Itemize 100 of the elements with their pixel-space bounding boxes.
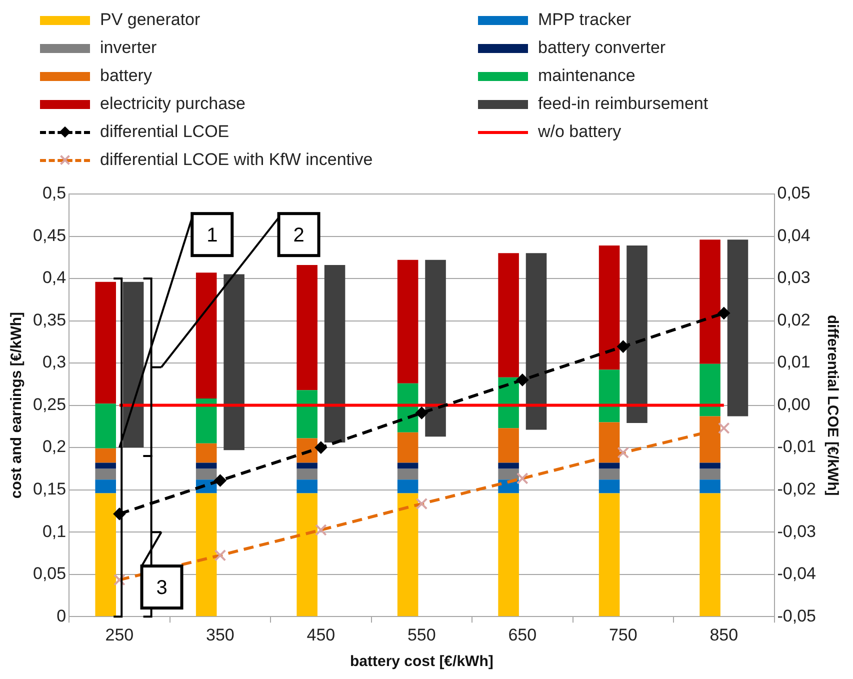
bar xyxy=(196,272,217,399)
bar xyxy=(296,480,318,494)
point xyxy=(617,340,630,353)
y2-tick-label: 0,00 xyxy=(777,394,810,414)
y-axis-title: cost and earnings [€/kWh] xyxy=(8,312,26,499)
legend-label: MPP tracker xyxy=(538,10,632,30)
bar xyxy=(397,480,418,494)
bar xyxy=(727,240,748,416)
y2-tick-label: 0,04 xyxy=(777,226,810,245)
bar xyxy=(95,480,116,494)
bar xyxy=(700,480,720,494)
bar xyxy=(296,462,318,469)
y2-tick-label: 0,01 xyxy=(777,352,810,372)
bar xyxy=(498,253,519,378)
y-tick-label: 0,3 xyxy=(42,352,66,372)
bar xyxy=(196,462,217,469)
bar xyxy=(626,246,648,424)
x-tick-label: 550 xyxy=(407,625,436,644)
y-tick-label: 0,35 xyxy=(32,310,66,330)
callout-box: 2 xyxy=(277,212,320,258)
bar xyxy=(598,246,620,370)
y2-tick-label: 0,03 xyxy=(777,268,810,288)
bar xyxy=(397,432,418,463)
point xyxy=(314,442,327,454)
y2-axis-title: differential LCOE [€/kWh] xyxy=(824,314,841,496)
bar xyxy=(598,468,620,480)
bar xyxy=(700,493,720,616)
point xyxy=(516,374,528,386)
x-tick-label: 650 xyxy=(508,625,537,644)
bar xyxy=(296,264,318,390)
legend-label: differential LCOE with KfW incentive xyxy=(100,150,373,170)
bar xyxy=(95,468,116,480)
x-tick-label: 350 xyxy=(206,625,234,644)
bar xyxy=(397,260,418,384)
legend-label: PV generator xyxy=(100,10,200,30)
bar xyxy=(296,468,318,480)
bar xyxy=(296,493,318,616)
bar xyxy=(397,468,418,480)
y2-tick-label: -0,03 xyxy=(777,522,816,541)
legend-label: inverter xyxy=(100,38,157,58)
x-tick-label: 750 xyxy=(608,625,638,644)
y-tick-label: 0,45 xyxy=(32,226,66,245)
legend-label: maintenance xyxy=(538,66,636,86)
bar xyxy=(598,462,620,469)
legend-label: electricity purchase xyxy=(100,94,246,114)
bar xyxy=(598,480,620,494)
annotation: 2 xyxy=(293,224,304,247)
bar xyxy=(397,493,418,616)
bar xyxy=(700,462,720,469)
bar xyxy=(498,468,519,480)
y-tick-label: 0,4 xyxy=(42,268,66,288)
bar xyxy=(498,493,519,616)
bar xyxy=(498,428,519,463)
x-axis-title: battery cost [€/kWh] xyxy=(350,653,494,670)
bar xyxy=(397,462,418,469)
legend-label: feed-in reimbursement xyxy=(538,94,708,114)
bar xyxy=(324,264,346,442)
y2-tick-label: -0,01 xyxy=(777,437,816,456)
y-tick-label: 0,2 xyxy=(42,437,66,456)
bar xyxy=(95,462,116,469)
bar xyxy=(700,468,720,480)
y2-tick-label: 0,05 xyxy=(777,184,810,203)
bar xyxy=(296,438,318,463)
bar xyxy=(196,443,217,463)
bar xyxy=(498,377,519,428)
y2-tick-label: -0,05 xyxy=(777,606,816,626)
annotation: 1 xyxy=(206,224,218,247)
y2-tick-label: -0,02 xyxy=(777,480,816,499)
bar xyxy=(95,404,116,448)
bar xyxy=(196,468,217,480)
point xyxy=(718,307,730,320)
bar xyxy=(95,448,116,463)
annotation: 3 xyxy=(156,577,168,600)
bar xyxy=(598,370,620,422)
y-tick-label: 0 xyxy=(56,606,66,626)
y-tick-label: 0,5 xyxy=(42,184,66,203)
y2-tick-label: 0,02 xyxy=(777,310,810,330)
bar xyxy=(526,253,547,430)
point xyxy=(416,406,428,419)
bar xyxy=(498,462,519,469)
bar xyxy=(700,364,720,416)
point xyxy=(214,474,226,487)
bar xyxy=(598,493,620,616)
x-tick-label: 250 xyxy=(105,625,134,644)
y2-tick-label: -0,04 xyxy=(777,564,816,584)
legend-label: differential LCOE xyxy=(100,122,230,142)
x-tick-label: 850 xyxy=(710,625,738,644)
legend-label: w/o battery xyxy=(538,122,622,142)
legend-label: battery converter xyxy=(538,38,666,58)
x-tick-label: 450 xyxy=(306,625,336,644)
bar xyxy=(224,274,244,450)
bar xyxy=(196,493,217,616)
bar xyxy=(425,260,446,437)
bar xyxy=(196,398,217,444)
legend-label: battery xyxy=(100,66,152,86)
y-tick-label: 0,05 xyxy=(32,564,66,584)
y-tick-label: 0,25 xyxy=(32,394,66,414)
y-tick-label: 0,15 xyxy=(32,480,66,499)
bar xyxy=(296,390,318,438)
y-tick-label: 0,1 xyxy=(42,522,66,541)
